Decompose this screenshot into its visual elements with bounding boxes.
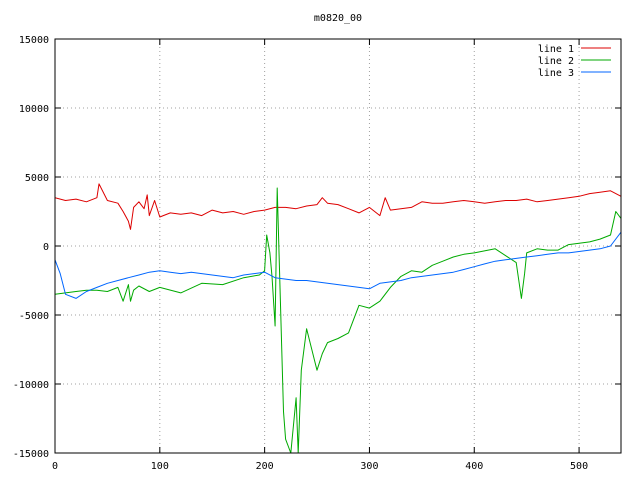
series-layer (55, 183, 621, 453)
y-tick-label: -15000 (13, 449, 49, 460)
series-line-3 (55, 231, 621, 299)
chart-title: m0820_00 (314, 13, 362, 24)
legend-label-3: line 3 (538, 68, 574, 79)
x-tick-label: 100 (151, 461, 169, 472)
y-tick-label: -10000 (13, 380, 49, 391)
y-tick-label: 10000 (19, 104, 49, 115)
x-tick-label: 0 (52, 461, 58, 472)
legend-label-2: line 2 (538, 56, 574, 67)
y-tick-label: 15000 (19, 35, 49, 46)
x-tick-label: 300 (360, 461, 378, 472)
grid-layer (55, 39, 621, 453)
axis-layer: -15000 -10000 -5000 0 5000 10000 15000 0 100 200 3… (13, 35, 621, 472)
x-tick-label: 500 (570, 461, 588, 472)
series-line-2 (55, 187, 621, 453)
x-tick-label: 200 (256, 461, 274, 472)
series-line-1 (55, 183, 621, 230)
legend-label-1: line 1 (538, 44, 574, 55)
y-tick-label: 5000 (25, 173, 49, 184)
x-tick-label: 400 (465, 461, 483, 472)
y-tick-label: -5000 (19, 311, 49, 322)
y-tick-label: 0 (43, 242, 49, 253)
